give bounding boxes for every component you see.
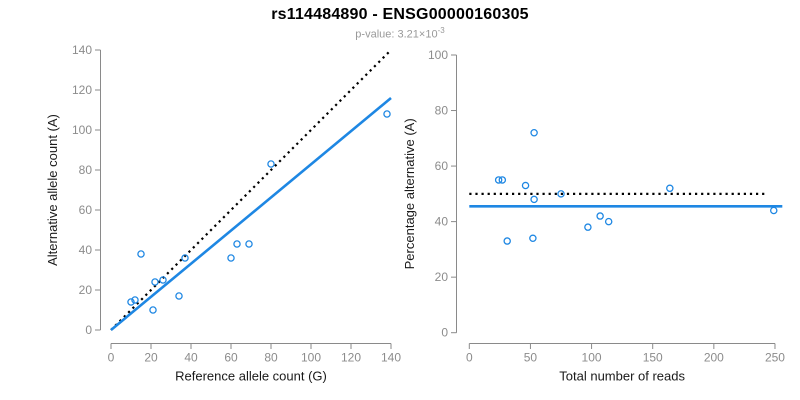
data-point bbox=[530, 195, 538, 204]
x-tick-label: 40 bbox=[184, 351, 198, 365]
data-point bbox=[131, 296, 139, 304]
x-tick-label: 140 bbox=[381, 351, 401, 365]
data-point bbox=[233, 240, 241, 248]
x-tick-label: 20 bbox=[144, 351, 158, 365]
data-point bbox=[267, 160, 275, 168]
pvalue-text: p-value: 3.21×10 bbox=[355, 28, 438, 41]
figure-subtitle: p-value: 3.21×10-3 bbox=[0, 26, 800, 41]
data-point bbox=[149, 306, 157, 314]
data-point bbox=[181, 254, 189, 262]
data-point bbox=[596, 212, 604, 220]
y-tick-label: 40 bbox=[79, 243, 93, 257]
figure-title: rs114484890 - ENSG00000160305 bbox=[271, 6, 529, 23]
y-tick-label: 60 bbox=[79, 203, 93, 217]
x-tick-label: 0 bbox=[466, 351, 473, 365]
y-tick-label: 20 bbox=[435, 270, 449, 284]
y-tick-label: 80 bbox=[79, 163, 93, 177]
data-point bbox=[529, 234, 537, 243]
data-point bbox=[557, 190, 565, 198]
data-point bbox=[770, 206, 778, 215]
y-tick-label: 80 bbox=[435, 104, 449, 118]
y-axis-title: Percentage alternative (A) bbox=[402, 118, 417, 269]
y-tick-label: 100 bbox=[428, 48, 448, 62]
x-tick-label: 100 bbox=[582, 351, 602, 365]
y-tick-label: 0 bbox=[441, 326, 448, 340]
x-tick-label: 200 bbox=[704, 351, 724, 365]
x-tick-label: 250 bbox=[765, 351, 785, 365]
data-point bbox=[503, 237, 511, 245]
data-point bbox=[151, 278, 159, 286]
data-point bbox=[137, 250, 145, 258]
pvalue-exponent: -3 bbox=[437, 26, 445, 35]
data-point bbox=[494, 176, 503, 184]
x-axis-title: Reference allele count (G) bbox=[175, 369, 327, 384]
data-point bbox=[127, 298, 135, 306]
x-tick-label: 50 bbox=[524, 351, 538, 365]
data-point bbox=[530, 128, 538, 137]
data-point bbox=[584, 223, 592, 231]
y-tick-label: 140 bbox=[72, 43, 92, 57]
y-tick-label: 20 bbox=[79, 283, 93, 297]
data-point bbox=[666, 184, 674, 193]
x-tick-label: 60 bbox=[224, 351, 238, 365]
data-point bbox=[498, 176, 507, 184]
y-tick-label: 100 bbox=[72, 123, 92, 137]
data-point bbox=[604, 217, 613, 226]
x-tick-label: 100 bbox=[301, 351, 321, 365]
data-point bbox=[245, 240, 253, 248]
data-point bbox=[227, 254, 235, 262]
x-tick-label: 150 bbox=[643, 351, 663, 365]
y-axis-title: Alternative allele count (A) bbox=[45, 114, 60, 266]
y-tick-label: 0 bbox=[85, 323, 92, 337]
y-tick-label: 120 bbox=[72, 83, 92, 97]
x-tick-label: 80 bbox=[264, 351, 278, 365]
data-point bbox=[159, 276, 167, 284]
x-tick-label: 120 bbox=[341, 351, 361, 365]
data-point bbox=[175, 292, 183, 300]
data-point bbox=[383, 110, 391, 118]
y-tick-label: 40 bbox=[435, 215, 449, 229]
identity-line bbox=[110, 51, 390, 331]
x-tick-label: 0 bbox=[108, 351, 115, 365]
x-axis-title: Total number of reads bbox=[559, 369, 685, 384]
fit-line bbox=[110, 96, 392, 332]
data-point bbox=[521, 181, 530, 190]
y-tick-label: 60 bbox=[435, 159, 449, 173]
